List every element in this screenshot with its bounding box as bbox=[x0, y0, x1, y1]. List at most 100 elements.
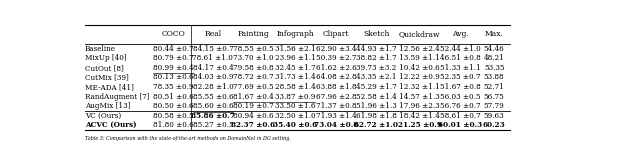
Text: 58.61 ±0.7: 58.61 ±0.7 bbox=[440, 112, 481, 120]
Text: 80.19 ±0.7: 80.19 ±0.7 bbox=[233, 102, 274, 110]
Text: 12.22 ±0.9: 12.22 ±0.9 bbox=[399, 74, 440, 82]
Text: 18.42 ±1.4: 18.42 ±1.4 bbox=[399, 112, 440, 120]
Text: AugMix [13]: AugMix [13] bbox=[85, 102, 131, 110]
Text: 59.63: 59.63 bbox=[484, 112, 504, 120]
Text: 52.71: 52.71 bbox=[484, 83, 504, 91]
Text: 60.23: 60.23 bbox=[483, 121, 506, 129]
Text: COCO: COCO bbox=[161, 30, 185, 38]
Text: 84.15 ±0.7: 84.15 ±0.7 bbox=[193, 45, 234, 53]
Text: 52.35 ±0.7: 52.35 ±0.7 bbox=[440, 74, 481, 82]
Text: 60.01 ±0.3: 60.01 ±0.3 bbox=[438, 121, 483, 129]
Text: 80.99 ±0.4: 80.99 ±0.4 bbox=[153, 64, 193, 72]
Text: 85.27 ±0.5: 85.27 ±0.5 bbox=[193, 121, 233, 129]
Text: Quickdraw: Quickdraw bbox=[399, 30, 440, 38]
Text: 44.93 ±1.7: 44.93 ±1.7 bbox=[356, 45, 397, 53]
Text: 50.39 ±2.7: 50.39 ±2.7 bbox=[316, 54, 356, 62]
Text: 13.59 ±1.1: 13.59 ±1.1 bbox=[399, 54, 440, 62]
Text: 54.46: 54.46 bbox=[484, 45, 504, 53]
Text: 53.35: 53.35 bbox=[484, 64, 504, 72]
Text: VC (Ours): VC (Ours) bbox=[85, 112, 121, 120]
Text: 45.29 ±1.7: 45.29 ±1.7 bbox=[356, 83, 397, 91]
Text: CutMix [39]: CutMix [39] bbox=[85, 74, 129, 82]
Text: 82.37 ±0.6: 82.37 ±0.6 bbox=[231, 121, 275, 129]
Text: 31.73 ±1.4: 31.73 ±1.4 bbox=[275, 74, 316, 82]
Text: MixUp [40]: MixUp [40] bbox=[85, 54, 127, 62]
Text: 78.61 ±1.0: 78.61 ±1.0 bbox=[193, 54, 234, 62]
Text: 48.21: 48.21 bbox=[484, 54, 504, 62]
Text: 62.90 ±3.4: 62.90 ±3.4 bbox=[316, 45, 356, 53]
Text: 52.44 ±1.0: 52.44 ±1.0 bbox=[440, 45, 481, 53]
Text: 32.45 ±1.7: 32.45 ±1.7 bbox=[275, 64, 316, 72]
Text: 56.76 ±0.7: 56.76 ±0.7 bbox=[440, 102, 481, 110]
Text: 85.86 ±0.7: 85.86 ±0.7 bbox=[191, 112, 235, 120]
Text: 81.80 ±0.6: 81.80 ±0.6 bbox=[153, 121, 194, 129]
Text: 79.58 ±0.8: 79.58 ±0.8 bbox=[233, 64, 274, 72]
Text: 33.50 ±1.6: 33.50 ±1.6 bbox=[275, 102, 316, 110]
Text: 67.96 ±2.8: 67.96 ±2.8 bbox=[316, 93, 356, 101]
Text: RandAugment [7]: RandAugment [7] bbox=[85, 93, 150, 101]
Text: 51.96 ±1.3: 51.96 ±1.3 bbox=[356, 102, 397, 110]
Text: Max.: Max. bbox=[484, 30, 504, 38]
Text: 71.37 ±0.8: 71.37 ±0.8 bbox=[316, 102, 356, 110]
Text: Painting: Painting bbox=[237, 30, 269, 38]
Text: 61.98 ±1.8: 61.98 ±1.8 bbox=[356, 112, 397, 120]
Text: Baseline: Baseline bbox=[85, 45, 116, 53]
Text: 31.56 ±2.1: 31.56 ±2.1 bbox=[275, 45, 316, 53]
Text: 33.87 ±0.9: 33.87 ±0.9 bbox=[275, 93, 316, 101]
Text: Infograph: Infograph bbox=[276, 30, 314, 38]
Text: 43.35 ±2.1: 43.35 ±2.1 bbox=[356, 74, 397, 82]
Text: 62.72 ±1.0: 62.72 ±1.0 bbox=[355, 121, 398, 129]
Text: Avg.: Avg. bbox=[452, 30, 469, 38]
Text: 71.93 ±1.4: 71.93 ±1.4 bbox=[316, 112, 356, 120]
Text: 51.67 ±0.8: 51.67 ±0.8 bbox=[440, 83, 481, 91]
Text: 63.88 ±1.8: 63.88 ±1.8 bbox=[316, 83, 356, 91]
Text: 73.70 ±1.0: 73.70 ±1.0 bbox=[233, 54, 274, 62]
Text: 85.55 ±0.6: 85.55 ±0.6 bbox=[193, 93, 233, 101]
Text: 51.33 ±1.1: 51.33 ±1.1 bbox=[440, 64, 481, 72]
Text: 78.72 ±0.7: 78.72 ±0.7 bbox=[233, 74, 274, 82]
Text: 46.51 ±0.8: 46.51 ±0.8 bbox=[440, 54, 481, 62]
Text: 80.13 ±0.6: 80.13 ±0.6 bbox=[153, 74, 193, 82]
Text: Real: Real bbox=[204, 30, 221, 38]
Text: 81.67 ±0.4: 81.67 ±0.4 bbox=[233, 93, 274, 101]
Text: 53.88: 53.88 bbox=[484, 74, 504, 82]
Text: 21.25 ±0.9: 21.25 ±0.9 bbox=[397, 121, 442, 129]
Text: 12.56 ±2.4: 12.56 ±2.4 bbox=[399, 45, 440, 53]
Text: 57.79: 57.79 bbox=[484, 102, 504, 110]
Text: 14.57 ±1.3: 14.57 ±1.3 bbox=[399, 93, 440, 101]
Text: CutOut [8]: CutOut [8] bbox=[85, 64, 124, 72]
Text: 23.96 ±1.1: 23.96 ±1.1 bbox=[275, 54, 316, 62]
Text: 82.28 ±1.0: 82.28 ±1.0 bbox=[193, 83, 234, 91]
Text: Sketch: Sketch bbox=[363, 30, 390, 38]
Text: 73.04 ±0.8: 73.04 ±0.8 bbox=[314, 121, 358, 129]
Text: 80.58 ±0.5: 80.58 ±0.5 bbox=[153, 112, 193, 120]
Text: Table 3: Comparison with the state-of-the-art methods on DomainNet in DG setting: Table 3: Comparison with the state-of-th… bbox=[85, 136, 291, 141]
Text: 64.08 ±2.8: 64.08 ±2.8 bbox=[316, 74, 356, 82]
Text: 17.96 ±2.3: 17.96 ±2.3 bbox=[399, 102, 440, 110]
Text: ACVC (Ours): ACVC (Ours) bbox=[85, 121, 136, 129]
Text: 12.32 ±1.1: 12.32 ±1.1 bbox=[399, 83, 440, 91]
Text: 80.94 ±0.6: 80.94 ±0.6 bbox=[233, 112, 274, 120]
Text: 10.42 ±0.6: 10.42 ±0.6 bbox=[399, 64, 440, 72]
Text: 80.50 ±0.6: 80.50 ±0.6 bbox=[153, 102, 193, 110]
Text: 84.17 ±0.4: 84.17 ±0.4 bbox=[193, 64, 234, 72]
Text: 61.62 ±2.6: 61.62 ±2.6 bbox=[316, 64, 356, 72]
Text: 52.58 ±1.4: 52.58 ±1.4 bbox=[356, 93, 397, 101]
Text: 80.44 ±0.7: 80.44 ±0.7 bbox=[153, 45, 193, 53]
Text: 78.35 ±0.9: 78.35 ±0.9 bbox=[153, 83, 193, 91]
Text: 85.60 ±0.6: 85.60 ±0.6 bbox=[193, 102, 233, 110]
Text: 78.55 ±0.5: 78.55 ±0.5 bbox=[233, 45, 274, 53]
Text: 39.73 ±3.2: 39.73 ±3.2 bbox=[356, 64, 397, 72]
Text: 56.03 ±0.5: 56.03 ±0.5 bbox=[440, 93, 481, 101]
Text: 38.82 ±1.7: 38.82 ±1.7 bbox=[356, 54, 397, 62]
Text: 80.51 ±0.6: 80.51 ±0.6 bbox=[153, 93, 194, 101]
Text: 56.75: 56.75 bbox=[484, 93, 504, 101]
Text: 35.40 ±0.6: 35.40 ±0.6 bbox=[273, 121, 317, 129]
Text: 84.03 ±0.9: 84.03 ±0.9 bbox=[193, 74, 233, 82]
Text: 77.69 ±0.5: 77.69 ±0.5 bbox=[233, 83, 274, 91]
Text: 28.58 ±1.4: 28.58 ±1.4 bbox=[275, 83, 316, 91]
Text: 80.79 ±0.7: 80.79 ±0.7 bbox=[153, 54, 193, 62]
Text: Clipart: Clipart bbox=[323, 30, 349, 38]
Text: ME-ADA [41]: ME-ADA [41] bbox=[85, 83, 134, 91]
Text: 32.50 ±1.0: 32.50 ±1.0 bbox=[275, 112, 316, 120]
